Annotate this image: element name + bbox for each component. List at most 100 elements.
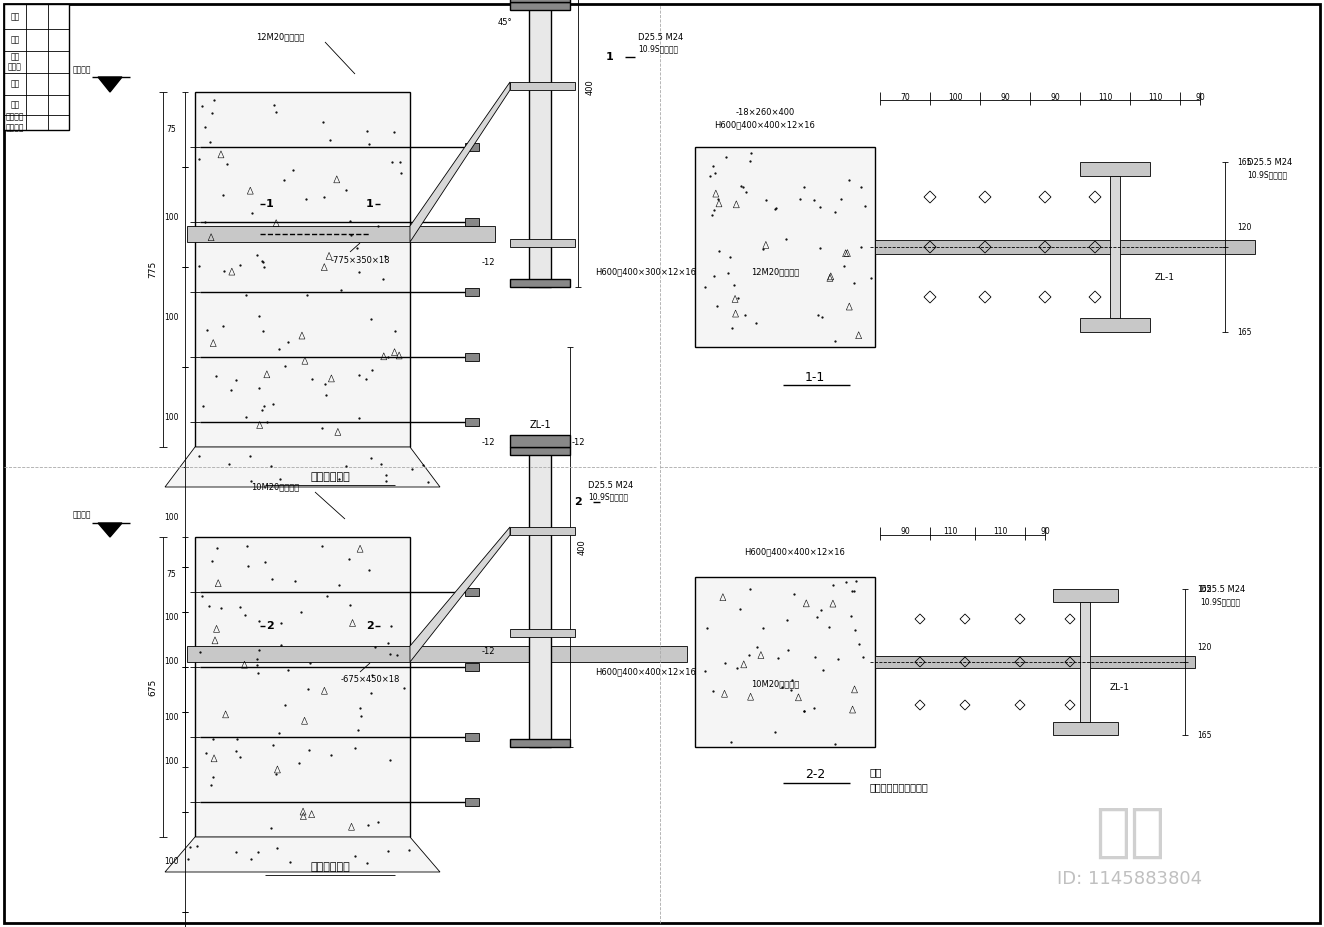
Text: 100: 100: [164, 613, 179, 621]
Text: 100: 100: [164, 513, 179, 522]
Bar: [510, 239, 575, 247]
Text: -18×260×400: -18×260×400: [735, 108, 794, 117]
Bar: [695, 577, 875, 747]
Text: D25.5 M24: D25.5 M24: [1247, 158, 1292, 167]
Text: -12: -12: [481, 647, 495, 656]
Polygon shape: [166, 837, 440, 872]
Bar: [510, 435, 571, 447]
Bar: [1053, 589, 1117, 602]
Text: 12M20化学锄栖: 12M20化学锄栖: [751, 268, 800, 276]
Text: 1: 1: [606, 52, 614, 62]
Bar: [465, 798, 479, 806]
Bar: [187, 646, 687, 662]
Bar: [695, 147, 875, 347]
Text: 165: 165: [1237, 327, 1251, 337]
Text: 知末: 知末: [1095, 804, 1165, 860]
Text: 100: 100: [164, 857, 179, 867]
Bar: [1080, 162, 1151, 176]
Text: 400: 400: [585, 79, 594, 95]
Text: 1-1: 1-1: [805, 371, 825, 384]
Text: -675×450×18: -675×450×18: [340, 676, 400, 684]
Text: 2-2: 2-2: [805, 768, 825, 781]
Text: ZL-1: ZL-1: [1110, 682, 1129, 692]
Text: 120: 120: [1197, 642, 1211, 652]
Text: 400: 400: [577, 540, 587, 555]
Text: 100: 100: [164, 757, 179, 767]
Bar: [465, 733, 479, 741]
Text: 牛腕节点详图: 牛腕节点详图: [310, 472, 350, 482]
Text: 牛腕长度依据现场确定: 牛腕长度依据现场确定: [870, 782, 928, 792]
Text: 100: 100: [164, 312, 179, 322]
Text: 设计: 设计: [11, 80, 20, 88]
Text: ZL-1: ZL-1: [530, 420, 551, 430]
Text: -12: -12: [481, 258, 495, 266]
Text: 1: 1: [266, 199, 274, 209]
Text: 165: 165: [1197, 730, 1211, 740]
Text: 675: 675: [148, 679, 158, 695]
Text: 100: 100: [164, 713, 179, 721]
Bar: [510, 279, 571, 287]
Text: 45°: 45°: [498, 18, 512, 27]
Bar: [465, 288, 479, 296]
Bar: [1110, 176, 1120, 318]
Text: 12M20化学锄栖: 12M20化学锄栖: [256, 32, 305, 42]
Text: 100: 100: [164, 212, 179, 222]
Text: H600～400×400×12×16: H600～400×400×12×16: [594, 667, 696, 677]
Polygon shape: [166, 447, 440, 487]
Text: 100: 100: [164, 413, 179, 422]
Text: 10.9S高强螺栋: 10.9S高强螺栋: [588, 492, 628, 502]
Text: 110: 110: [1148, 93, 1162, 101]
Bar: [465, 588, 479, 596]
Text: 专业
负责人: 专业 负责人: [8, 52, 23, 71]
Text: 2: 2: [367, 621, 373, 631]
Polygon shape: [410, 527, 510, 662]
Bar: [875, 656, 1196, 668]
Text: 75: 75: [166, 570, 176, 579]
Text: 10M20化学锄栖: 10M20化学锄栖: [751, 679, 800, 689]
Text: 75: 75: [166, 125, 176, 134]
Text: 100: 100: [164, 657, 179, 667]
Bar: [465, 418, 479, 426]
Text: 775: 775: [148, 260, 158, 278]
Text: 110: 110: [1098, 93, 1112, 101]
Text: 90: 90: [1050, 93, 1061, 101]
Bar: [510, 0, 571, 2]
Text: -12: -12: [581, 0, 594, 2]
Polygon shape: [98, 77, 122, 92]
Text: 110: 110: [993, 527, 1008, 537]
Bar: [510, 82, 575, 90]
Text: 审查: 审查: [11, 35, 20, 44]
Text: 10.9S高强螺栋: 10.9S高强螺栋: [1200, 598, 1241, 606]
Text: -12: -12: [571, 438, 585, 447]
Bar: [1080, 318, 1151, 332]
Text: 90: 90: [1041, 527, 1050, 537]
Bar: [465, 218, 479, 226]
Text: 结构标高: 结构标高: [73, 511, 91, 519]
Polygon shape: [98, 523, 122, 537]
Bar: [465, 353, 479, 361]
Bar: [510, 629, 575, 637]
Text: 注：: 注：: [870, 767, 883, 777]
Text: 90: 90: [1196, 93, 1205, 101]
Text: 90: 90: [1000, 93, 1010, 101]
Text: 90: 90: [900, 527, 910, 537]
Text: H600～400×400×12×16: H600～400×400×12×16: [744, 548, 846, 556]
Text: -12: -12: [481, 438, 495, 447]
Bar: [4, 4, 69, 130]
Bar: [1053, 722, 1117, 735]
Text: D25.5 M24: D25.5 M24: [588, 480, 633, 489]
Bar: [530, 2, 551, 287]
Bar: [510, 447, 571, 455]
Text: 110: 110: [943, 527, 957, 537]
Text: 2: 2: [575, 497, 581, 507]
Polygon shape: [410, 82, 510, 242]
Bar: [510, 739, 571, 747]
Text: D25.5 M24: D25.5 M24: [638, 32, 683, 42]
Text: 10.9S高强螺栋: 10.9S高强螺栋: [638, 44, 678, 54]
Bar: [187, 226, 495, 242]
Text: 70: 70: [900, 93, 910, 101]
Text: 10M20化学锄栖: 10M20化学锄栖: [250, 482, 299, 491]
Bar: [510, 527, 575, 535]
Text: ID: 1145883804: ID: 1145883804: [1058, 870, 1202, 888]
Text: 10.9S高强螺栋: 10.9S高强螺栋: [1247, 171, 1287, 180]
